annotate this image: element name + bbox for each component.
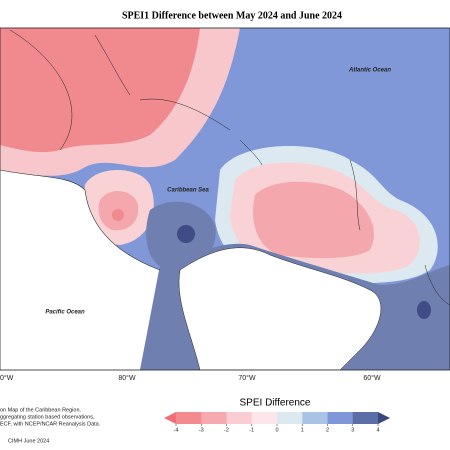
colorbar-tick-label: 4 bbox=[376, 427, 379, 433]
land-central-america bbox=[0, 170, 160, 370]
colorbar-arrow bbox=[378, 412, 390, 424]
lon-label: 60°W bbox=[363, 374, 381, 382]
field-red bbox=[0, 28, 200, 153]
note: ECF, with NCEP/NCAR Reanalysis Data. bbox=[0, 421, 101, 427]
field-core bbox=[112, 209, 124, 221]
colorbar-segment bbox=[176, 412, 202, 424]
field-red-2 bbox=[252, 181, 374, 259]
colorbar-segment bbox=[352, 412, 379, 424]
colorbar-segment bbox=[327, 412, 354, 424]
colorbar-tick-label: -1 bbox=[249, 427, 254, 433]
colorbar-segment bbox=[277, 412, 303, 424]
legend-title: SPEI Difference bbox=[240, 398, 311, 409]
note: on Map of the Caribbean Region. bbox=[0, 407, 81, 413]
ocean-label: Atlantic Ocean bbox=[348, 68, 391, 74]
land-south-america bbox=[178, 247, 382, 370]
colorbar-arrow bbox=[164, 412, 176, 424]
colorbar-segment bbox=[201, 412, 227, 424]
field-dark-2 bbox=[417, 301, 431, 319]
colorbar-tick-label: 1 bbox=[301, 427, 304, 433]
note: ggregating station based observations, bbox=[0, 414, 95, 420]
colorbar-segment bbox=[251, 412, 278, 424]
lon-label: 70°W bbox=[238, 374, 256, 382]
map: Atlantic Ocean Caribbean Sea Pacific Oce… bbox=[0, 27, 450, 371]
colorbar-tick-label: -4 bbox=[174, 427, 179, 433]
colorbar-segment bbox=[302, 412, 328, 424]
ocean-label: Caribbean Sea bbox=[167, 188, 209, 194]
colorbar-tick-label: 2 bbox=[326, 427, 329, 433]
ocean-label: Pacific Ocean bbox=[45, 310, 85, 316]
colorbar-tick-label: 3 bbox=[351, 427, 354, 433]
field-dark bbox=[177, 225, 195, 243]
lon-label: 0°W bbox=[0, 374, 14, 382]
colorbar-tick-label: -2 bbox=[224, 427, 229, 433]
colorbar-tick-label: -3 bbox=[199, 427, 204, 433]
lon-label: 80°W bbox=[118, 374, 136, 382]
colorbar-segment bbox=[226, 412, 253, 424]
credit: CIMH June 2024 bbox=[8, 438, 49, 444]
title: SPEI1 Difference between May 2024 and Ju… bbox=[122, 10, 342, 21]
colorbar-tick-label: 0 bbox=[275, 427, 278, 433]
colorbar: -4 -3 -2 -1 0 1 2 3 4 bbox=[164, 412, 390, 433]
